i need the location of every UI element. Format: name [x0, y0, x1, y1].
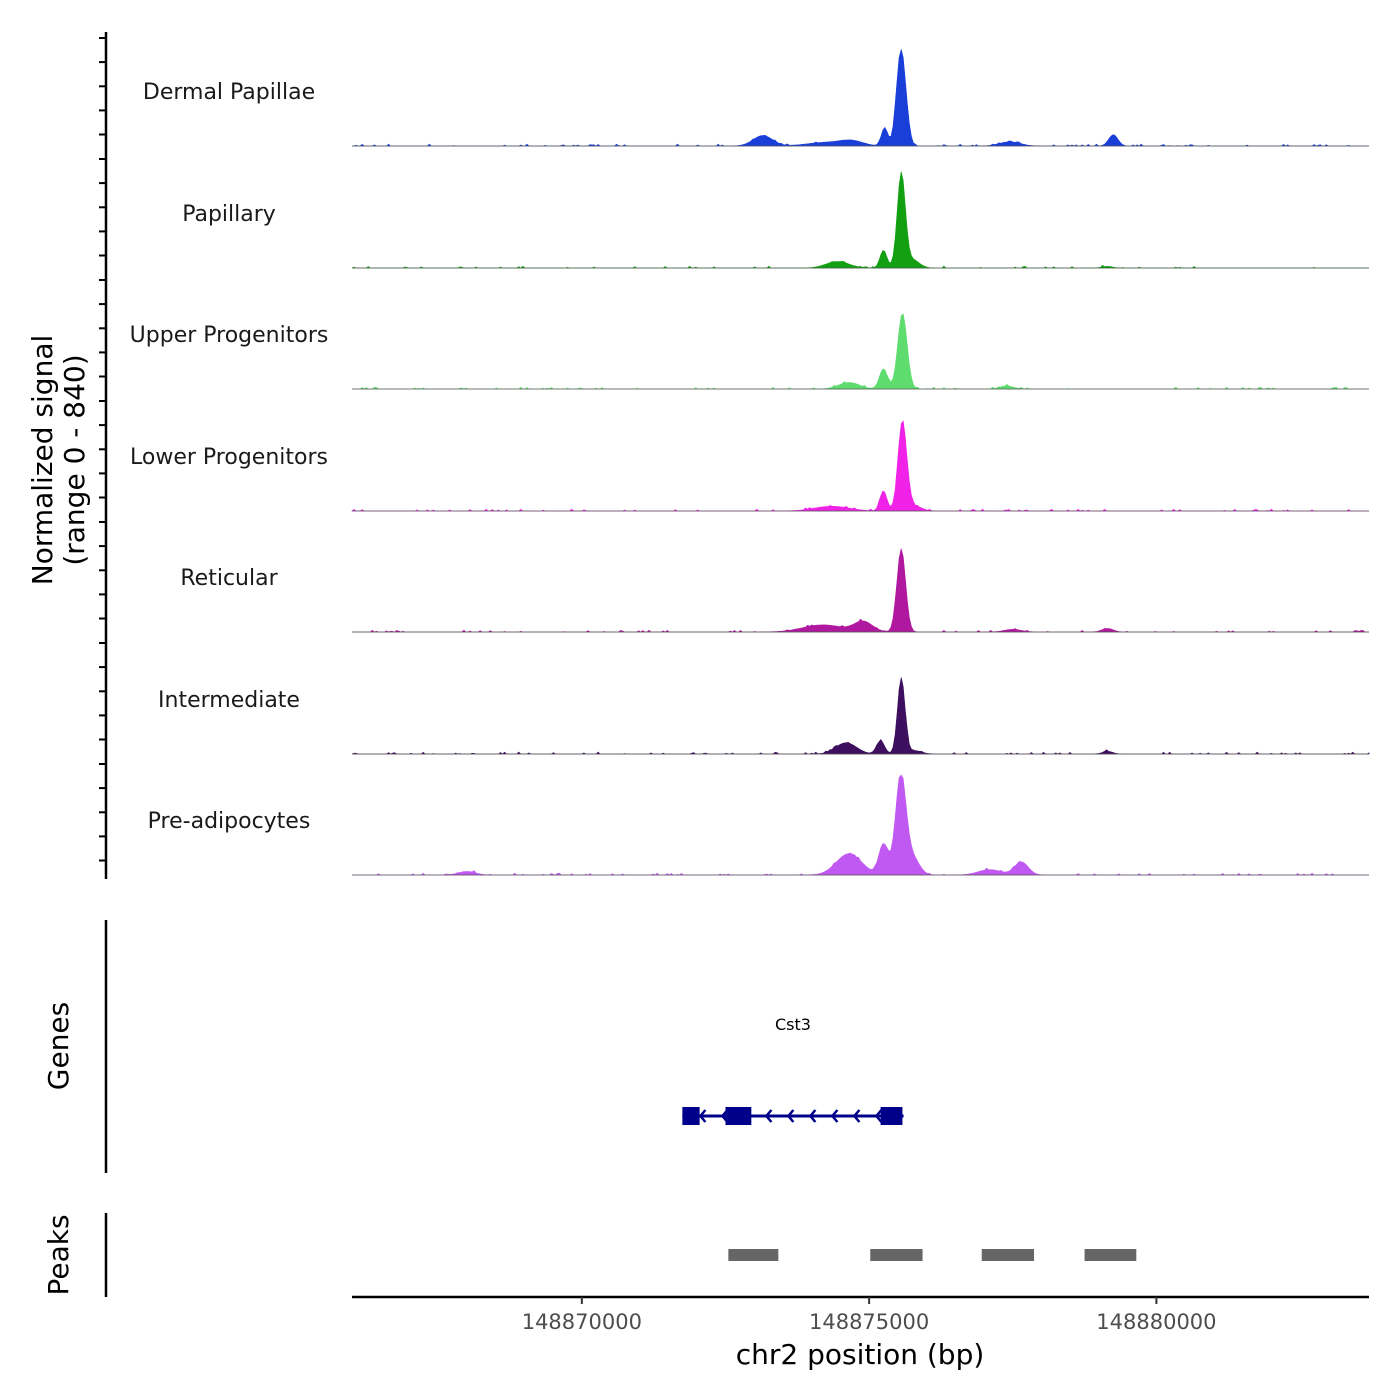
peaks-panel	[728, 1249, 1137, 1261]
x-tick-label: 148880000	[1096, 1310, 1216, 1334]
coverage-area	[352, 49, 1369, 147]
peak-region	[728, 1249, 779, 1261]
track-label: Pre-adipocytes	[148, 809, 311, 834]
coverage-track: Lower Progenitors	[130, 420, 1369, 512]
track-label: Intermediate	[158, 688, 300, 713]
track-label: Dermal Papillae	[143, 80, 315, 105]
coverage-area	[351, 677, 1370, 755]
peaks-track-title: Peaks	[42, 1214, 75, 1295]
gene-exon	[682, 1107, 700, 1125]
peak-region	[1084, 1249, 1137, 1261]
strand-arrow	[808, 1109, 817, 1123]
y-axis-title-line1: Normalized signal	[26, 335, 59, 586]
coverage-area	[352, 313, 1369, 390]
peak-region	[981, 1249, 1035, 1261]
gene-exon	[725, 1107, 752, 1125]
gene-model: Cst3	[682, 1015, 904, 1125]
coverage-track: Pre-adipocytes	[148, 774, 1369, 876]
coverage-area	[352, 548, 1369, 633]
gene-exon	[880, 1107, 903, 1125]
track-label: Reticular	[180, 566, 278, 591]
x-tick-label: 148870000	[522, 1310, 642, 1334]
strand-arrow	[830, 1109, 839, 1123]
coverage-track: Papillary	[182, 171, 1369, 269]
coverage-area	[352, 774, 1369, 876]
strand-arrow	[852, 1109, 861, 1123]
strand-arrow	[698, 1109, 707, 1123]
x-tick-label: 148875000	[809, 1310, 929, 1334]
track-label: Papillary	[182, 202, 276, 227]
y-axis-title-line2: (range 0 - 840)	[58, 354, 91, 565]
coverage-area	[351, 420, 1369, 512]
strand-arrow	[786, 1109, 795, 1123]
genes-panel: Cst3	[682, 1015, 904, 1125]
coverage-track: Intermediate	[158, 677, 1370, 755]
track-label: Upper Progenitors	[130, 323, 329, 348]
coverage-track: Upper Progenitors	[130, 313, 1369, 390]
strand-arrow	[874, 1109, 883, 1123]
track-label: Lower Progenitors	[130, 445, 328, 470]
coverage-track: Dermal Papillae	[143, 49, 1369, 147]
gene-label: Cst3	[775, 1015, 811, 1034]
x-axis-title: chr2 position (bp)	[736, 1338, 985, 1371]
coverage-tracks: Dermal Papillae Papillary Upper Progenitor…	[130, 49, 1370, 876]
coverage-track: Reticular	[180, 548, 1369, 633]
signal-y-axis	[99, 32, 108, 879]
genes-track-title: Genes	[42, 1002, 75, 1090]
peak-region	[870, 1249, 923, 1261]
strand-arrow	[764, 1109, 773, 1123]
coverage-area	[351, 171, 1369, 269]
x-axis: 148870000 148875000 148880000	[522, 1297, 1217, 1334]
